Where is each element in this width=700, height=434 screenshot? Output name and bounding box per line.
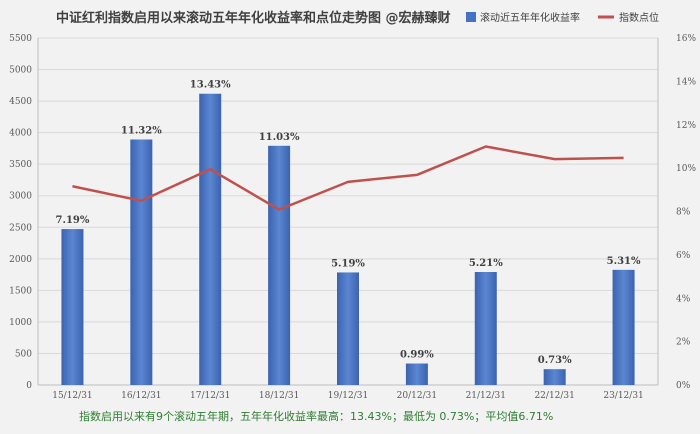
legend-swatch-bar (466, 12, 476, 22)
x-tick-label: 20/12/31 (397, 391, 437, 401)
bar-data-label: 7.19% (56, 215, 90, 226)
right-tick-label: 2% (676, 338, 691, 348)
bar (130, 139, 153, 385)
right-tick-label: 8% (676, 208, 691, 218)
bar (543, 369, 566, 385)
left-tick-label: 3500 (9, 160, 32, 170)
right-tick-label: 10% (676, 164, 696, 174)
chart-title: 中证红利指数启用以来滚动五年年化收益率和点位走势图 @宏赫臻财 (56, 10, 451, 26)
left-tick-label: 3000 (9, 192, 32, 202)
left-tick-label: 500 (15, 349, 32, 359)
left-tick-label: 5000 (9, 66, 32, 76)
x-tick-label: 21/12/31 (466, 391, 506, 401)
left-tick-label: 5500 (9, 34, 32, 44)
x-tick-label: 22/12/31 (534, 391, 574, 401)
bar-data-label: 5.31% (607, 256, 641, 267)
bar-data-label: 0.73% (538, 355, 572, 366)
left-tick-label: 4000 (9, 129, 32, 139)
footer-summary: 指数启用以来有9个滚动五年期，五年年化收益率最高：13.43%；最低为 0.73… (79, 409, 553, 423)
bar-data-label: 0.99% (400, 350, 434, 361)
index-line (72, 145, 624, 211)
x-tick-label: 18/12/31 (259, 391, 299, 401)
bar (61, 229, 84, 385)
x-tick-label: 19/12/31 (328, 391, 368, 401)
legend-label-line: 指数点位 (619, 11, 659, 24)
left-tick-label: 0 (26, 381, 32, 391)
legend: 滚动近五年年化收益率 指数点位 (466, 11, 659, 24)
bar-data-label: 11.03% (259, 132, 300, 143)
x-tick-label: 16/12/31 (121, 391, 161, 401)
x-tick-label: 23/12/31 (603, 391, 643, 401)
x-tick-label: 17/12/31 (190, 391, 230, 401)
right-axis-ticks: 0% 2% 4% 6% 8% 10% 12% 14% 16% (676, 34, 696, 391)
left-axis-ticks: 0 500 1000 1500 2000 2500 3000 3500 4000 4500 5000… (9, 34, 32, 391)
right-tick-label: 0% (676, 381, 691, 391)
right-tick-label: 6% (676, 251, 691, 261)
left-tick-label: 1500 (9, 286, 32, 296)
left-tick-label: 2000 (9, 255, 32, 265)
bar-data-labels: 7.19% 11.32% 13.43% 11.03% 5.19% 0.99% 5.21% 0.… (56, 80, 641, 366)
bar (405, 363, 428, 385)
bar-data-label: 11.32% (121, 125, 162, 136)
left-tick-label: 1000 (9, 318, 32, 328)
legend-label-bar: 滚动近五年年化收益率 (480, 11, 580, 24)
left-tick-label: 4500 (9, 97, 32, 107)
bar-data-label: 13.43% (190, 80, 231, 91)
right-tick-label: 14% (676, 77, 696, 87)
right-tick-label: 4% (676, 294, 691, 304)
left-tick-label: 2500 (9, 223, 32, 233)
line-series (72, 145, 624, 211)
x-axis-ticks: 15/12/31 16/12/31 17/12/31 18/12/31 19/12/31… (52, 391, 644, 401)
right-tick-label: 12% (676, 121, 696, 131)
bar (268, 145, 291, 385)
bar (612, 269, 635, 385)
bar (199, 93, 222, 385)
x-tick-label: 15/12/31 (52, 391, 92, 401)
bar (474, 272, 497, 385)
right-tick-label: 16% (676, 34, 696, 44)
bar (337, 272, 359, 385)
bar-data-label: 5.19% (331, 258, 365, 269)
bar-data-label: 5.21% (469, 258, 503, 269)
